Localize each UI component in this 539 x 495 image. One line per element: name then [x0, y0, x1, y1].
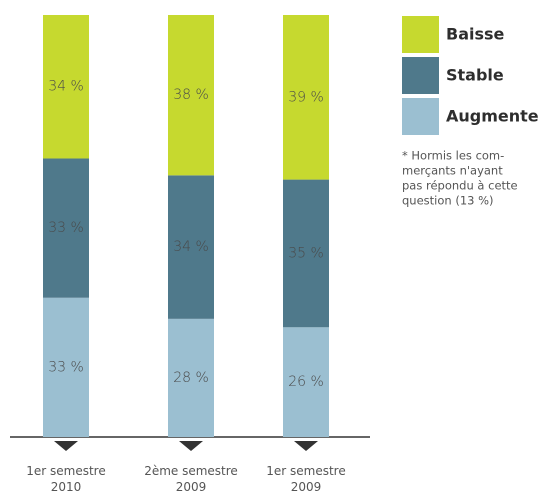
legend-swatch	[402, 16, 439, 53]
pointer-triangle	[294, 441, 318, 451]
note-line: question (13 %)	[402, 194, 494, 208]
value-label: 33 %	[48, 220, 84, 236]
bar-segment	[168, 175, 214, 319]
x-tick-label: 1er semestre 2010	[26, 464, 106, 494]
value-label: 26 %	[288, 374, 324, 390]
value-label: 35 %	[288, 245, 324, 261]
legend-label: Baisse	[446, 25, 505, 44]
legend-swatch	[402, 57, 439, 94]
pointer-triangle	[54, 441, 78, 451]
value-label: 34 %	[48, 79, 84, 95]
value-label: 33 %	[48, 359, 84, 375]
bar-segment	[43, 297, 89, 437]
note-line: pas répondu à cette	[402, 179, 518, 193]
x-tick-label: 1er semestre 2009	[266, 464, 346, 494]
pointer-triangle	[179, 441, 203, 451]
legend-swatch	[402, 98, 439, 135]
bar-segment	[283, 15, 329, 180]
legend-label: Stable	[446, 66, 504, 85]
x-tick-label: 2ème semestre 2009	[144, 464, 238, 494]
note-line: merçants n'ayant	[402, 164, 503, 178]
bar-segment	[168, 15, 214, 176]
bar-segment	[168, 318, 214, 437]
value-label: 34 %	[173, 239, 209, 255]
value-label: 39 %	[288, 89, 324, 105]
legend-label: Augmente	[446, 107, 539, 126]
bar-segment	[43, 15, 89, 159]
bar-segment	[283, 179, 329, 328]
bar-segment	[43, 158, 89, 298]
note-line: * Hormis les com-	[402, 149, 504, 163]
value-label: 38 %	[173, 87, 209, 103]
value-label: 28 %	[173, 370, 209, 386]
bar-segment	[283, 327, 329, 437]
